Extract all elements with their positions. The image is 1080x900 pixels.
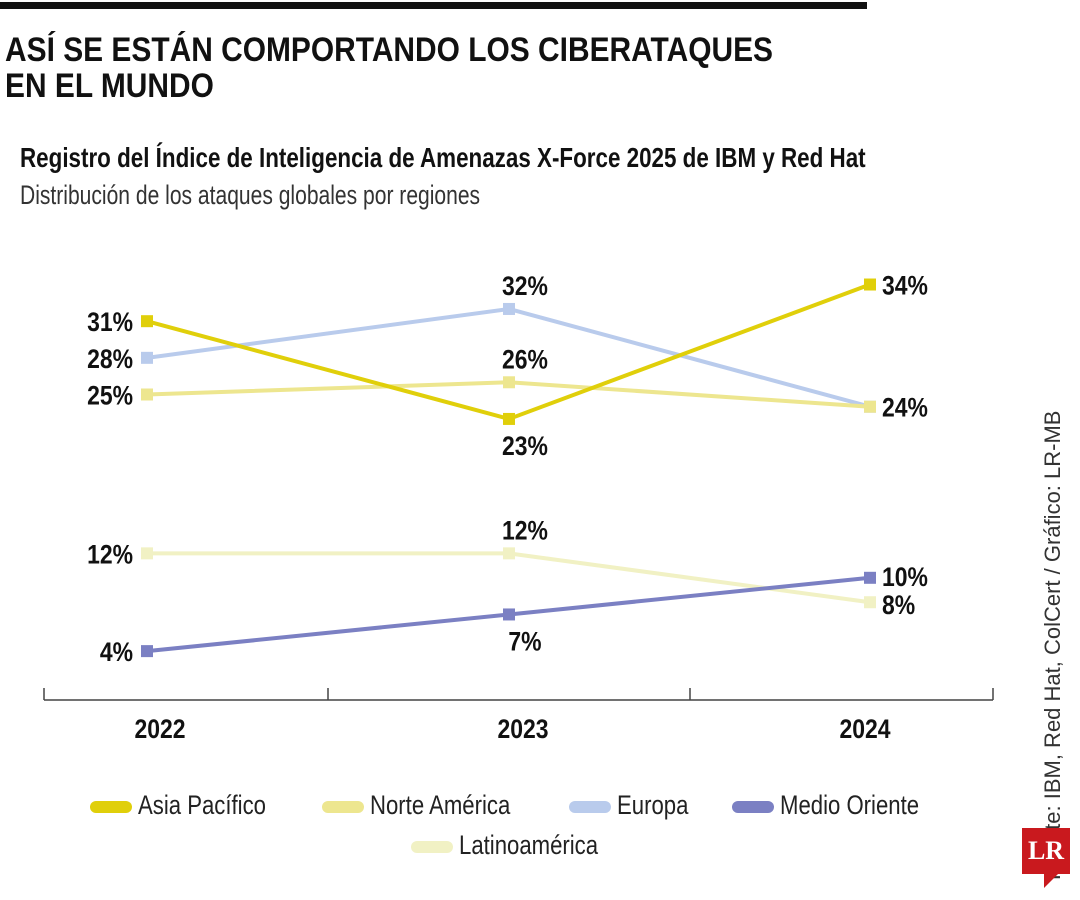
data-point	[864, 571, 876, 584]
data-point	[503, 412, 515, 425]
legend-swatch	[322, 800, 365, 813]
legend-label: Asia Pacífico	[138, 790, 267, 820]
logo-tail	[1044, 874, 1058, 888]
x-tick-label: 2023	[497, 714, 548, 744]
data-point	[864, 400, 876, 413]
data-label: 28%	[87, 344, 133, 374]
legend-item: Asia Pacífico	[90, 790, 294, 821]
data-point	[141, 388, 153, 401]
data-label: 32%	[502, 271, 548, 301]
data-point	[503, 302, 515, 315]
legend-label: Medio Oriente	[780, 790, 920, 820]
top-rule	[0, 2, 867, 9]
data-point	[503, 608, 515, 621]
data-point	[141, 351, 153, 364]
legend-label: Europa	[617, 790, 689, 820]
x-tick-label: 2024	[839, 714, 890, 744]
page-title: ASÍ SE ESTÁN COMPORTANDO LOS CIBERATAQUE…	[5, 31, 773, 105]
legend-item: Latinoamérica	[411, 830, 629, 861]
data-point	[141, 315, 153, 328]
data-label: 4%	[100, 637, 133, 667]
legend-swatch	[569, 800, 612, 813]
legend-swatch	[411, 840, 454, 853]
data-label: 24%	[882, 393, 928, 423]
data-label: 12%	[502, 516, 548, 546]
data-point	[864, 278, 876, 291]
data-label: 23%	[502, 431, 548, 461]
legend-item: Europa	[569, 790, 704, 821]
chart-description: Distribución de los ataques globales por…	[20, 180, 481, 210]
lr-logo: LR	[1022, 828, 1070, 874]
legend-item: Norte América	[322, 790, 541, 821]
data-label: 25%	[87, 381, 133, 411]
data-label: 31%	[87, 307, 133, 337]
data-point	[141, 645, 153, 658]
data-point	[503, 547, 515, 560]
data-label: 34%	[882, 271, 928, 301]
data-label: 8%	[882, 591, 915, 621]
legend: Asia Pacífico Norte América Europa Medio Or…	[0, 790, 1040, 870]
data-label: 26%	[502, 345, 548, 375]
series-line-latinoamérica	[147, 551, 871, 605]
data-label: 7%	[508, 627, 541, 657]
legend-item: Medio Oriente	[732, 790, 950, 821]
data-label: 10%	[882, 562, 928, 592]
data-label: 12%	[87, 540, 133, 570]
data-point	[503, 376, 515, 389]
legend-swatch	[732, 800, 775, 813]
x-tick-label: 2022	[134, 714, 185, 744]
chart-subtitle: Registro del Índice de Inteligencia de A…	[20, 142, 866, 173]
legend-label: Norte América	[370, 790, 511, 820]
data-point	[141, 547, 153, 560]
source-note: Fuente: IBM, Red Hat, ColCert / Gráfico:…	[1040, 410, 1065, 880]
data-point	[864, 596, 876, 609]
legend-label: Latinoamérica	[459, 830, 599, 860]
legend-swatch	[90, 800, 133, 813]
